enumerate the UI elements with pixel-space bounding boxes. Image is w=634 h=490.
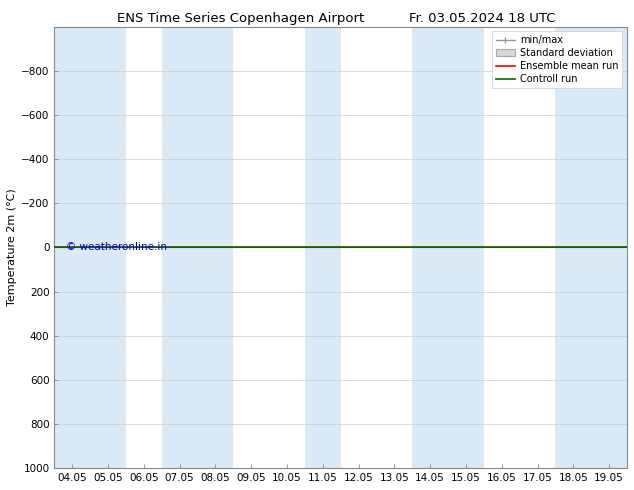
- Bar: [55, 26, 90, 468]
- Bar: [555, 26, 592, 468]
- Legend: min/max, Standard deviation, Ensemble mean run, Controll run: min/max, Standard deviation, Ensemble me…: [491, 31, 622, 88]
- Bar: [592, 26, 627, 468]
- Bar: [448, 26, 484, 468]
- Y-axis label: Temperature 2m (°C): Temperature 2m (°C): [7, 189, 17, 306]
- Bar: [412, 26, 448, 468]
- Bar: [198, 26, 233, 468]
- Bar: [162, 26, 198, 468]
- Text: © weatheronline.in: © weatheronline.in: [66, 243, 167, 252]
- Bar: [305, 26, 340, 468]
- Text: Fr. 03.05.2024 18 UTC: Fr. 03.05.2024 18 UTC: [408, 12, 555, 25]
- Text: ENS Time Series Copenhagen Airport: ENS Time Series Copenhagen Airport: [117, 12, 365, 25]
- Bar: [90, 26, 126, 468]
